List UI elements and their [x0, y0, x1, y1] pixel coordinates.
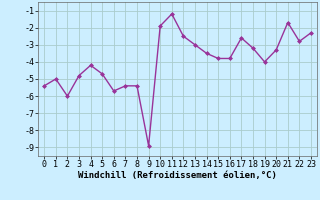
X-axis label: Windchill (Refroidissement éolien,°C): Windchill (Refroidissement éolien,°C): [78, 171, 277, 180]
